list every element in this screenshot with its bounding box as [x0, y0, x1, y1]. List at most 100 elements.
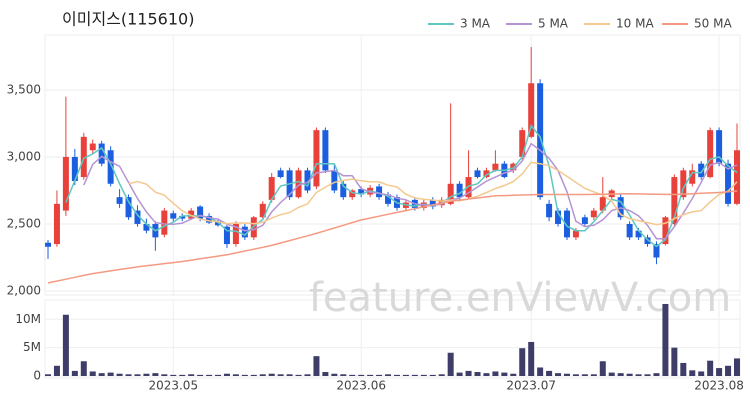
volume-bar — [546, 370, 553, 376]
candle-body — [179, 215, 186, 219]
candle-body — [537, 83, 544, 198]
candle-body — [555, 210, 562, 224]
volume-bar — [456, 372, 463, 376]
candle-body — [62, 156, 69, 211]
candle-body — [250, 217, 257, 238]
candle-body — [134, 210, 141, 224]
volume-bar — [617, 373, 624, 376]
chart-title: 이미지스(115610) — [62, 10, 194, 29]
volume-bar — [662, 303, 669, 376]
legend-label: 50 MA — [694, 17, 732, 31]
candle-body — [277, 170, 284, 178]
candle-body — [45, 242, 51, 247]
volume-bar — [725, 365, 732, 376]
volume-bar — [295, 374, 302, 376]
volume-bar — [519, 348, 526, 376]
candle-body — [295, 170, 302, 198]
volume-bar — [268, 373, 275, 376]
candle-body — [89, 143, 96, 151]
volume-bar — [241, 374, 248, 376]
candle-body — [259, 203, 266, 218]
volume-bar — [555, 373, 562, 376]
volume-bar — [80, 361, 87, 376]
y-tick-label: 5M — [23, 340, 41, 354]
candle-body — [241, 226, 248, 238]
volume-bar — [680, 362, 687, 376]
candle-body — [653, 244, 660, 258]
candle-body — [680, 170, 687, 198]
y-tick-label: 0 — [33, 369, 41, 383]
volume-bar — [322, 372, 329, 376]
candle-body — [125, 197, 132, 218]
volume-bar — [635, 374, 642, 376]
y-tick-label: 3,500 — [7, 82, 41, 96]
volume-bar — [232, 374, 239, 376]
candle-body — [80, 136, 87, 178]
volume-bar — [277, 374, 284, 376]
volume-bar — [161, 374, 168, 376]
volume-bar — [492, 371, 499, 376]
volume-bar — [206, 374, 213, 376]
volume-bar — [53, 365, 60, 376]
volume-bar — [197, 374, 204, 376]
volume-bar — [420, 374, 427, 376]
volume-bar — [89, 371, 96, 376]
volume-bar — [340, 374, 347, 376]
candle-body — [519, 130, 526, 157]
volume-bar — [626, 373, 633, 376]
candle-body — [546, 203, 553, 218]
candle-body — [197, 206, 204, 219]
volume-bar — [62, 314, 69, 376]
candle-body — [313, 130, 320, 187]
y-tick-label: 3,000 — [7, 149, 41, 163]
candle-body — [698, 163, 705, 178]
candle-body — [716, 130, 723, 164]
volume-bar — [572, 374, 579, 376]
candle-body — [635, 230, 642, 238]
volume-bar — [510, 373, 517, 376]
candle-body — [599, 197, 606, 211]
candle-body — [644, 237, 651, 245]
candle-body — [572, 230, 579, 238]
volume-bar — [608, 372, 615, 376]
candle-body — [143, 223, 150, 231]
volume-bar — [349, 374, 356, 376]
volume-bar — [734, 358, 740, 376]
volume-bar — [671, 347, 678, 376]
y-tick-label: 2,000 — [7, 283, 41, 297]
candle-body — [188, 210, 195, 219]
volume-bar — [689, 370, 696, 376]
volume-bar — [411, 374, 418, 376]
candle-body — [304, 170, 311, 191]
volume-bar — [215, 374, 222, 376]
volume-bar — [170, 374, 177, 376]
legend-label: 5 MA — [538, 17, 569, 31]
volume-bar — [429, 374, 436, 376]
volume-panel — [44, 299, 741, 379]
volume-bar — [358, 374, 365, 376]
ma-line — [65, 124, 738, 248]
candle-body — [71, 156, 78, 182]
volume-bar — [599, 361, 606, 376]
volume-bar — [393, 374, 400, 376]
candle-body — [447, 183, 454, 204]
candle-body — [662, 217, 669, 245]
candle-body — [671, 177, 678, 224]
volume-bar — [438, 374, 445, 376]
volume-bar — [653, 373, 660, 376]
candle-body — [107, 150, 114, 184]
candle-body — [626, 223, 633, 238]
volume-bar — [483, 373, 490, 376]
volume-bar — [188, 374, 195, 376]
volume-bar — [125, 374, 132, 376]
candle-body — [376, 186, 383, 198]
volume-bar — [528, 341, 535, 376]
candle-body — [215, 221, 222, 226]
candle-body — [725, 163, 732, 204]
volume-bar — [707, 360, 714, 376]
volume-bar — [698, 371, 705, 376]
volume-bar — [313, 356, 320, 376]
candle-body — [590, 210, 597, 218]
candle-body — [429, 199, 436, 207]
